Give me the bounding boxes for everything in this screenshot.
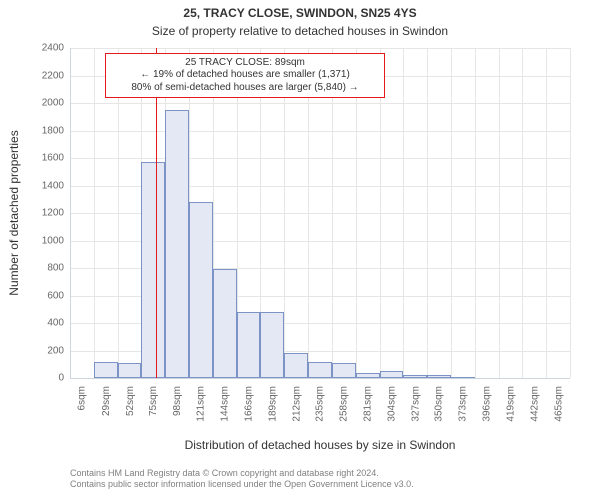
xtick-label: 258sqm [339, 386, 350, 422]
xtick-label: 52sqm [125, 386, 136, 416]
footer-line1: Contains HM Land Registry data © Crown c… [70, 468, 414, 479]
histogram-bar [165, 110, 189, 378]
title-line1: 25, TRACY CLOSE, SWINDON, SN25 4YS [183, 6, 416, 20]
xtick-label: 465sqm [553, 386, 564, 422]
xtick-label: 29sqm [101, 386, 112, 416]
xtick-label: 75sqm [148, 386, 159, 416]
ytick-label: 400 [10, 318, 64, 329]
xtick-label: 419sqm [505, 386, 516, 422]
xtick-label: 327sqm [410, 386, 421, 422]
histogram-bar [284, 353, 308, 378]
histogram-bar [94, 362, 118, 379]
annotation-line: 80% of semi-detached houses are larger (… [112, 82, 378, 95]
ytick-label: 200 [10, 345, 64, 356]
xtick-label: 189sqm [267, 386, 278, 422]
xtick-label: 144sqm [220, 386, 231, 422]
xtick-label: 442sqm [529, 386, 540, 422]
xtick-label: 373sqm [458, 386, 469, 422]
y-axis-label: Number of detached properties [7, 130, 21, 295]
chart-container: { "title": { "line1": "25, TRACY CLOSE, … [0, 0, 600, 500]
histogram-bar [260, 312, 284, 378]
plot-area: 0200400600800100012001400160018002000220… [70, 48, 570, 378]
xtick-label: 6sqm [77, 386, 88, 410]
xtick-label: 98sqm [172, 386, 183, 416]
histogram-bar [380, 371, 404, 378]
ytick-label: 2000 [10, 98, 64, 109]
xtick-label: 396sqm [482, 386, 493, 422]
x-axis-label: Distribution of detached houses by size … [185, 438, 456, 452]
xtick-label: 235sqm [315, 386, 326, 422]
xtick-label: 212sqm [291, 386, 302, 422]
footer-line2: Contains public sector information licen… [70, 479, 414, 490]
annotation-line: 25 TRACY CLOSE: 89sqm [112, 57, 378, 70]
histogram-bar [118, 363, 142, 378]
title-line2: Size of property relative to detached ho… [152, 24, 448, 38]
xtick-label: 121sqm [196, 386, 207, 422]
chart-supertitle: 25, TRACY CLOSE, SWINDON, SN25 4YS [0, 4, 600, 22]
xtick-label: 166sqm [244, 386, 255, 422]
annotation-box: 25 TRACY CLOSE: 89sqm← 19% of detached h… [105, 53, 385, 99]
ytick-label: 2200 [10, 70, 64, 81]
histogram-bar [189, 202, 213, 378]
histogram-bar [141, 162, 165, 378]
xtick-label: 304sqm [386, 386, 397, 422]
annotation-line: ← 19% of detached houses are smaller (1,… [112, 69, 378, 82]
ytick-label: 2400 [10, 43, 64, 54]
histogram-bar [308, 362, 332, 379]
xtick-label: 350sqm [434, 386, 445, 422]
histogram-bar [332, 363, 356, 378]
chart-subtitle: Size of property relative to detached ho… [0, 22, 600, 40]
histogram-bar [237, 312, 261, 378]
histogram-bar [213, 269, 237, 378]
footer-attribution: Contains HM Land Registry data © Crown c… [70, 468, 414, 491]
ytick-label: 0 [10, 373, 64, 384]
xtick-label: 281sqm [363, 386, 374, 422]
